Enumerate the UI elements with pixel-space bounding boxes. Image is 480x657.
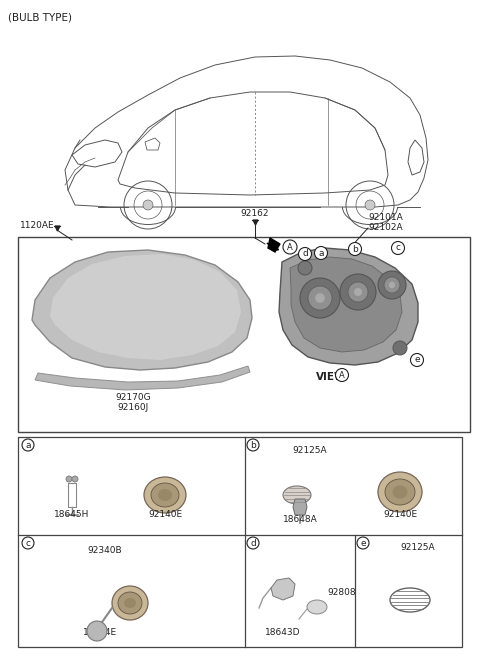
Polygon shape (279, 248, 418, 365)
Polygon shape (35, 366, 250, 390)
Polygon shape (32, 250, 252, 370)
Ellipse shape (385, 479, 415, 505)
Circle shape (247, 537, 259, 549)
Ellipse shape (283, 486, 311, 504)
Ellipse shape (390, 588, 430, 612)
Circle shape (22, 537, 34, 549)
Text: (BULB TYPE): (BULB TYPE) (8, 12, 72, 22)
Circle shape (247, 439, 259, 451)
Ellipse shape (112, 586, 148, 620)
Polygon shape (268, 238, 280, 252)
Text: 92340B: 92340B (88, 546, 122, 555)
Text: 92101A: 92101A (368, 213, 403, 222)
Circle shape (299, 248, 312, 260)
Ellipse shape (378, 472, 422, 512)
Text: 92170G: 92170G (115, 393, 151, 402)
Text: 92140E: 92140E (148, 510, 182, 519)
Circle shape (389, 282, 395, 288)
Text: 18644E: 18644E (83, 628, 117, 637)
FancyBboxPatch shape (18, 437, 462, 647)
Text: 92160J: 92160J (118, 403, 149, 412)
Circle shape (393, 341, 407, 355)
Text: d: d (250, 539, 256, 547)
Text: 92162: 92162 (240, 209, 268, 218)
Circle shape (87, 621, 107, 641)
Circle shape (298, 261, 312, 275)
Text: 18648A: 18648A (283, 515, 317, 524)
Circle shape (410, 353, 423, 367)
Text: c: c (25, 539, 31, 547)
Circle shape (392, 242, 405, 254)
Polygon shape (271, 578, 295, 600)
Text: VIEW: VIEW (316, 372, 347, 382)
Circle shape (384, 277, 400, 293)
Ellipse shape (151, 483, 179, 507)
Circle shape (365, 200, 375, 210)
Circle shape (143, 200, 153, 210)
Circle shape (314, 246, 327, 260)
Ellipse shape (158, 489, 172, 501)
Circle shape (72, 476, 78, 482)
Ellipse shape (118, 592, 142, 614)
Ellipse shape (124, 598, 136, 608)
Text: 1120AE: 1120AE (20, 221, 55, 231)
Circle shape (22, 439, 34, 451)
Text: 18645H: 18645H (54, 510, 90, 519)
Text: 18643D: 18643D (265, 628, 301, 637)
Circle shape (357, 537, 369, 549)
Polygon shape (290, 257, 402, 352)
Text: 92140E: 92140E (383, 510, 417, 519)
Circle shape (66, 476, 72, 482)
Text: 92102A: 92102A (368, 223, 403, 232)
Text: e: e (360, 539, 366, 547)
Circle shape (300, 278, 340, 318)
Circle shape (308, 286, 332, 310)
Circle shape (315, 293, 325, 303)
Text: a: a (25, 440, 31, 449)
Ellipse shape (307, 600, 327, 614)
Circle shape (336, 369, 348, 382)
Text: 92125A: 92125A (293, 446, 327, 455)
Text: a: a (318, 248, 324, 258)
FancyBboxPatch shape (18, 237, 470, 432)
Text: e: e (414, 355, 420, 365)
Circle shape (378, 271, 406, 299)
Circle shape (283, 240, 297, 254)
Text: 92808: 92808 (327, 588, 356, 597)
Text: c: c (396, 244, 400, 252)
Text: b: b (250, 440, 256, 449)
Circle shape (340, 274, 376, 310)
Text: A: A (287, 242, 293, 252)
Circle shape (348, 282, 368, 302)
Text: A: A (339, 371, 345, 380)
Text: d: d (302, 250, 308, 258)
Text: b: b (352, 244, 358, 254)
Ellipse shape (393, 486, 408, 499)
Text: 92125A: 92125A (400, 543, 434, 552)
Polygon shape (293, 499, 307, 515)
Circle shape (354, 288, 362, 296)
Polygon shape (50, 254, 241, 360)
Ellipse shape (144, 477, 186, 513)
Circle shape (348, 242, 361, 256)
